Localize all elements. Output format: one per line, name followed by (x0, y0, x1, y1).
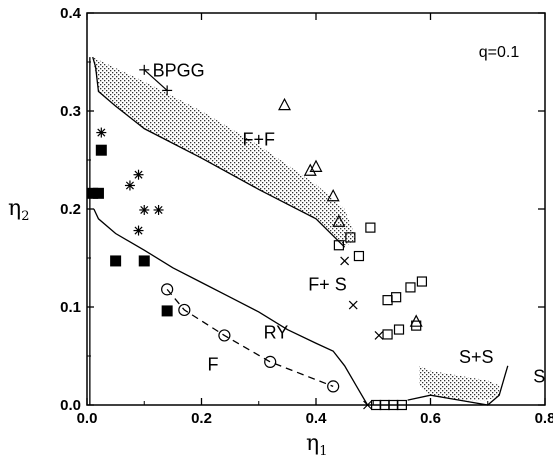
shaded-region-1 (419, 365, 500, 401)
filled-square-point-2 (92, 187, 104, 199)
open-square-point-9 (393, 324, 405, 335)
filled-square-point-5 (161, 305, 173, 317)
filled-square-point-4 (138, 255, 150, 267)
q-annotation: q=0.1 (479, 44, 520, 61)
asterisk-point-3 (133, 225, 144, 236)
cross-point-0 (348, 300, 358, 310)
region-label-6: S (533, 366, 545, 386)
x-axis-label: η1 (306, 431, 327, 459)
open-square-point-8 (382, 329, 393, 340)
open-square-point-4 (382, 295, 393, 306)
asterisk-point-1 (133, 169, 144, 180)
plus-point-1 (162, 85, 173, 96)
y-tick-label-2: 0.2 (60, 201, 81, 218)
y-axis-label-symbol: η (8, 196, 21, 221)
cross-point-2 (340, 256, 350, 266)
open-circle-point-4 (327, 380, 340, 393)
open-square-point-1 (345, 232, 356, 243)
open-square-point-7 (416, 276, 428, 287)
asterisk-point-4 (139, 204, 150, 215)
shaded-region-0 (92, 57, 357, 248)
region-label-1: F+F (242, 129, 275, 149)
open-triangle-point-1 (309, 159, 323, 172)
x-tick-label-3: 0.6 (420, 410, 441, 427)
plus-point-0 (139, 64, 150, 75)
open-triangle-point-0 (278, 97, 292, 111)
open-triangle-point-4 (332, 214, 346, 227)
open-circle-point-0 (161, 283, 174, 296)
open-square-point-0 (333, 240, 344, 251)
x-axis-label-subscript: 1 (319, 444, 327, 459)
x-tick-label-0: 0.0 (77, 410, 98, 427)
region-label-3: RY (264, 322, 289, 342)
bpgg-connector-line (143, 69, 168, 91)
x-tick-label-4: 0.8 (535, 410, 553, 427)
y-tick-label-3: 0.3 (60, 103, 81, 120)
y-axis-label-subscript: 2 (21, 209, 29, 224)
region-label-5: S+S (459, 347, 494, 367)
phase-boundary-lines (89, 56, 509, 406)
open-triangle-point-3 (326, 188, 340, 202)
y-tick-label-4: 0.4 (60, 5, 82, 22)
y-tick-label-1: 0.1 (60, 299, 81, 316)
x-tick-label-1: 0.2 (191, 410, 212, 427)
asterisk-point-0 (96, 127, 107, 138)
axis-ticks: 0.0 0.2 0.4 0.6 0.8 0.0 0.1 0.2 0.3 0.4 (60, 5, 553, 427)
asterisk-point-2 (124, 180, 135, 191)
open-square-point-2 (365, 222, 376, 233)
cross-point-1 (374, 330, 384, 340)
region-label-2: F+ S (308, 274, 347, 294)
open-circle-point-2 (218, 329, 231, 342)
open-triangle-point-2 (303, 163, 317, 176)
open-square-point-6 (405, 282, 416, 293)
x-axis-label-symbol: η (306, 431, 319, 456)
filled-square-point-3 (110, 255, 122, 267)
y-axis-label: η2 (8, 196, 29, 224)
boundary-line-0 (92, 56, 346, 248)
dashed-line-4 (166, 288, 334, 387)
open-circle-point-1 (178, 303, 191, 317)
open-square-point-10 (411, 320, 422, 331)
data-markers (87, 64, 428, 411)
y-tick-label-0: 0.0 (60, 397, 81, 414)
coexistence-shaded-regions (92, 57, 500, 401)
region-labels: BPGG F+F F+ S RY F S+S S (153, 61, 546, 387)
filled-square-point-0 (95, 144, 107, 156)
x-tick-label-2: 0.4 (306, 410, 328, 427)
asterisk-point-5 (153, 204, 164, 215)
open-square-point-5 (391, 292, 402, 303)
open-circle-point-3 (264, 355, 277, 368)
region-label-0: BPGG (153, 61, 205, 81)
boundary-line-1 (93, 208, 369, 406)
open-square-point-3 (353, 250, 365, 262)
region-label-4: F (207, 355, 218, 375)
